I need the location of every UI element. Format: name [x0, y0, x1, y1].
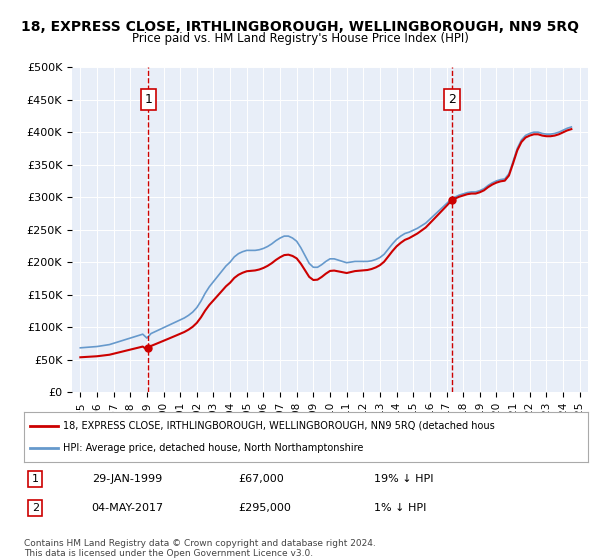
- Text: 1: 1: [32, 474, 39, 484]
- Text: 1% ↓ HPI: 1% ↓ HPI: [374, 503, 426, 513]
- Text: Price paid vs. HM Land Registry's House Price Index (HPI): Price paid vs. HM Land Registry's House …: [131, 32, 469, 45]
- Text: Contains HM Land Registry data © Crown copyright and database right 2024.
This d: Contains HM Land Registry data © Crown c…: [24, 539, 376, 558]
- Text: 29-JAN-1999: 29-JAN-1999: [92, 474, 162, 484]
- Text: 19% ↓ HPI: 19% ↓ HPI: [374, 474, 433, 484]
- Text: 2: 2: [32, 503, 39, 513]
- Text: 04-MAY-2017: 04-MAY-2017: [92, 503, 164, 513]
- Text: HPI: Average price, detached house, North Northamptonshire: HPI: Average price, detached house, Nort…: [64, 443, 364, 453]
- Text: 2: 2: [448, 93, 456, 106]
- Text: £295,000: £295,000: [238, 503, 291, 513]
- Text: 18, EXPRESS CLOSE, IRTHLINGBOROUGH, WELLINGBOROUGH, NN9 5RQ: 18, EXPRESS CLOSE, IRTHLINGBOROUGH, WELL…: [21, 20, 579, 34]
- Text: £67,000: £67,000: [238, 474, 284, 484]
- Text: 18, EXPRESS CLOSE, IRTHLINGBOROUGH, WELLINGBOROUGH, NN9 5RQ (detached hous: 18, EXPRESS CLOSE, IRTHLINGBOROUGH, WELL…: [64, 421, 495, 431]
- Text: 1: 1: [144, 93, 152, 106]
